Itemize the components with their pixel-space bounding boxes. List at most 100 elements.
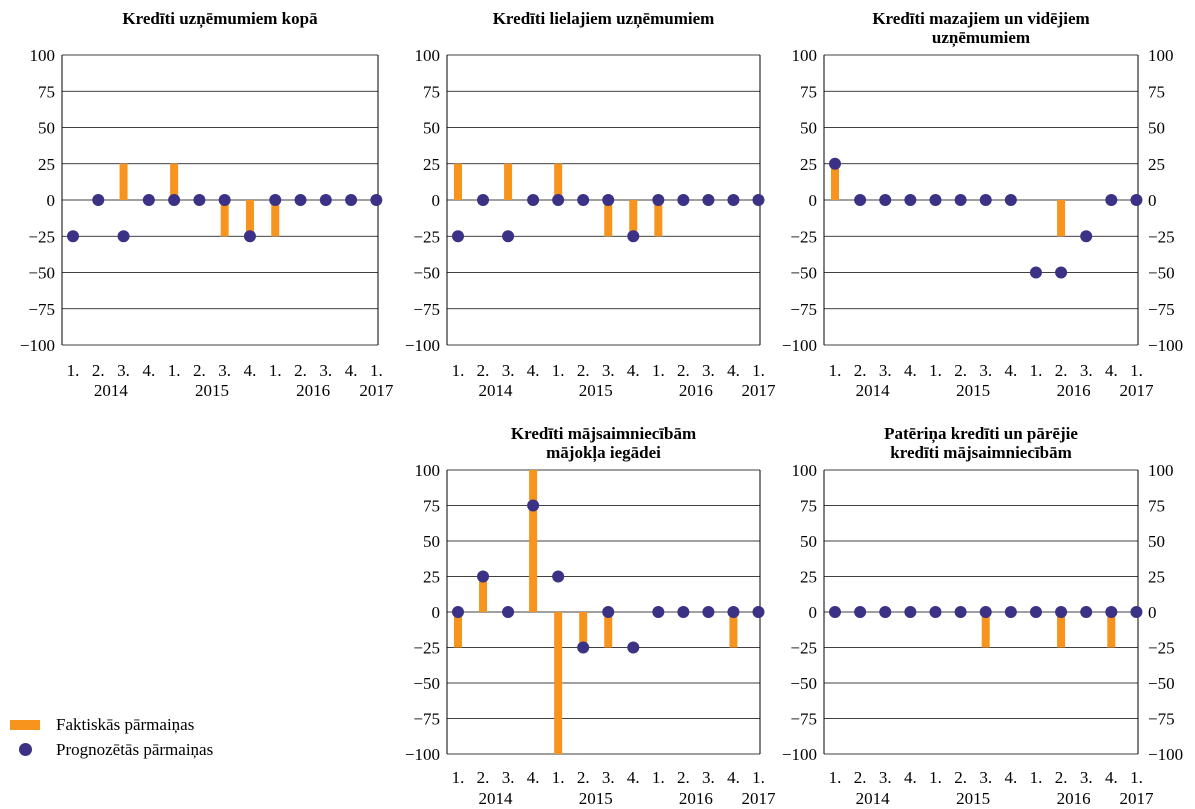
chart-5-ytick-label: −100 <box>782 745 817 764</box>
chart-5-point <box>879 606 892 618</box>
chart-5-ytick-label: 0 <box>809 603 818 622</box>
chart-4-point <box>677 606 690 618</box>
chart-1-xtick-label: 2. <box>193 361 206 380</box>
chart-4-point <box>502 606 515 618</box>
chart-3-year-label: 2014 <box>856 381 891 400</box>
chart-1-point <box>319 194 332 206</box>
chart-4-point <box>652 606 665 618</box>
chart-2-point <box>602 194 615 206</box>
chart-2-xtick-label: 3. <box>702 361 715 380</box>
chart-2-ytick-label: 75 <box>423 82 440 101</box>
chart-2-point <box>677 194 690 206</box>
chart-5-ytick-label-right: −25 <box>1148 639 1175 658</box>
chart-5-point <box>929 606 942 618</box>
chart-5-ytick-label: −50 <box>790 674 817 693</box>
chart-5-ytick-label: 100 <box>792 461 818 480</box>
chart-4-point <box>702 606 715 618</box>
chart-3-year-label: 2016 <box>1057 381 1091 400</box>
chart-3-year-label: 2017 <box>1119 381 1154 400</box>
chart-3-ytick-label: 100 <box>792 46 818 65</box>
chart-5-xtick-label: 3. <box>879 768 892 787</box>
chart-4-point <box>477 570 490 583</box>
chart-3-point <box>829 157 841 170</box>
chart-1-bar <box>245 200 254 237</box>
chart-4-point <box>527 499 540 512</box>
chart-4-bar <box>579 612 588 648</box>
chart-3-xtick-label: 2. <box>854 361 867 380</box>
chart-4-xtick-label: 3. <box>602 768 615 787</box>
chart-3-xtick-label: 3. <box>1080 361 1093 380</box>
chart-3-xtick-label: 2. <box>954 361 967 380</box>
chart-3-xtick-label: 3. <box>879 361 892 380</box>
chart-5-point <box>1105 606 1118 618</box>
chart-4-bar <box>454 612 462 648</box>
chart-2-ytick-label: −50 <box>413 264 440 283</box>
chart-2-bar <box>604 200 613 237</box>
chart-5-ytick-label-right: −100 <box>1148 745 1183 764</box>
chart-5-point <box>1080 606 1093 618</box>
chart-5-xtick-label: 2. <box>1055 768 1068 787</box>
chart-5-ytick-label: 75 <box>800 497 817 516</box>
chart-1-point <box>193 194 206 206</box>
chart-5-bar <box>981 612 990 648</box>
chart-4-point <box>727 606 740 618</box>
chart-2-point <box>627 230 640 243</box>
chart-1-point <box>294 194 307 206</box>
chart-2-point <box>702 194 715 206</box>
chart-3-ytick-label: −25 <box>790 227 817 246</box>
chart-5-ytick-label-right: 0 <box>1148 603 1157 622</box>
chart-5-xtick-label: 2. <box>954 768 967 787</box>
chart-1-point <box>243 230 256 243</box>
chart-2-xtick-label: 2. <box>577 361 590 380</box>
chart-2-xtick-label: 3. <box>602 361 615 380</box>
chart-4-year-label: 2016 <box>679 789 713 808</box>
chart-5-xtick-label: 1. <box>929 768 942 787</box>
chart-5-point <box>904 606 917 618</box>
chart-2-xtick-label: 4. <box>727 361 740 380</box>
chart-5-year-label: 2014 <box>856 789 891 808</box>
chart-1-year-label: 2015 <box>195 381 229 400</box>
chart-2-year-label: 2014 <box>479 381 514 400</box>
chart-3-bar <box>1057 200 1066 237</box>
chart-3-ytick-label-right: 50 <box>1148 119 1165 138</box>
chart-4-ytick-label: 75 <box>423 497 440 516</box>
chart-5-point <box>1029 606 1042 618</box>
chart-3-point <box>929 194 942 206</box>
legend-item-forecast: Prognozētās pārmaiņas <box>10 737 213 762</box>
chart-2-bar <box>654 200 663 237</box>
chart-5-xtick-label: 4. <box>1105 768 1118 787</box>
chart-2-bar <box>554 163 563 200</box>
chart-5-ytick-label-right: 25 <box>1148 568 1165 587</box>
chart-2-bar <box>504 163 513 200</box>
chart-3-point <box>1029 266 1042 279</box>
legend-label-forecast: Prognozētās pārmaiņas <box>56 739 214 759</box>
chart-3-xtick-label: 2. <box>1055 361 1068 380</box>
chart-1-bar <box>271 200 280 237</box>
chart-2-xtick-label: 1. <box>752 361 765 380</box>
chart-5-bar <box>1107 612 1116 648</box>
chart-3-ytick-label-right: −50 <box>1148 264 1175 283</box>
chart-1-ytick-label: −25 <box>28 227 55 246</box>
chart-5-year-label: 2017 <box>1119 789 1154 808</box>
chart-1-bar <box>119 163 128 200</box>
chart-4-ytick-label: 50 <box>423 532 440 551</box>
legend-swatch-forecast <box>19 743 32 756</box>
chart-5-point <box>829 606 841 618</box>
chart-4-xtick-label: 1. <box>652 768 665 787</box>
chart-1-ytick-label: −100 <box>20 336 55 355</box>
chart-2-xtick-label: 1. <box>452 361 465 380</box>
chart-5-point <box>1004 606 1017 618</box>
chart-5-point <box>1055 606 1068 618</box>
chart-2-point <box>652 194 665 206</box>
chart-5-year-label: 2016 <box>1057 789 1091 808</box>
chart-2-year-label: 2017 <box>741 381 776 400</box>
chart-2-point <box>477 194 490 206</box>
chart-1-ytick-label: −50 <box>28 264 55 283</box>
chart-3-point <box>879 194 892 206</box>
chart-3-xtick-label: 1. <box>929 361 942 380</box>
chart-5-ytick-label-right: 100 <box>1148 461 1174 480</box>
chart-2-xtick-label: 2. <box>477 361 490 380</box>
chart-5-title: Patēriņa kredīti un pārējie <box>884 424 1078 444</box>
chart-3-ytick-label: 75 <box>800 82 817 101</box>
